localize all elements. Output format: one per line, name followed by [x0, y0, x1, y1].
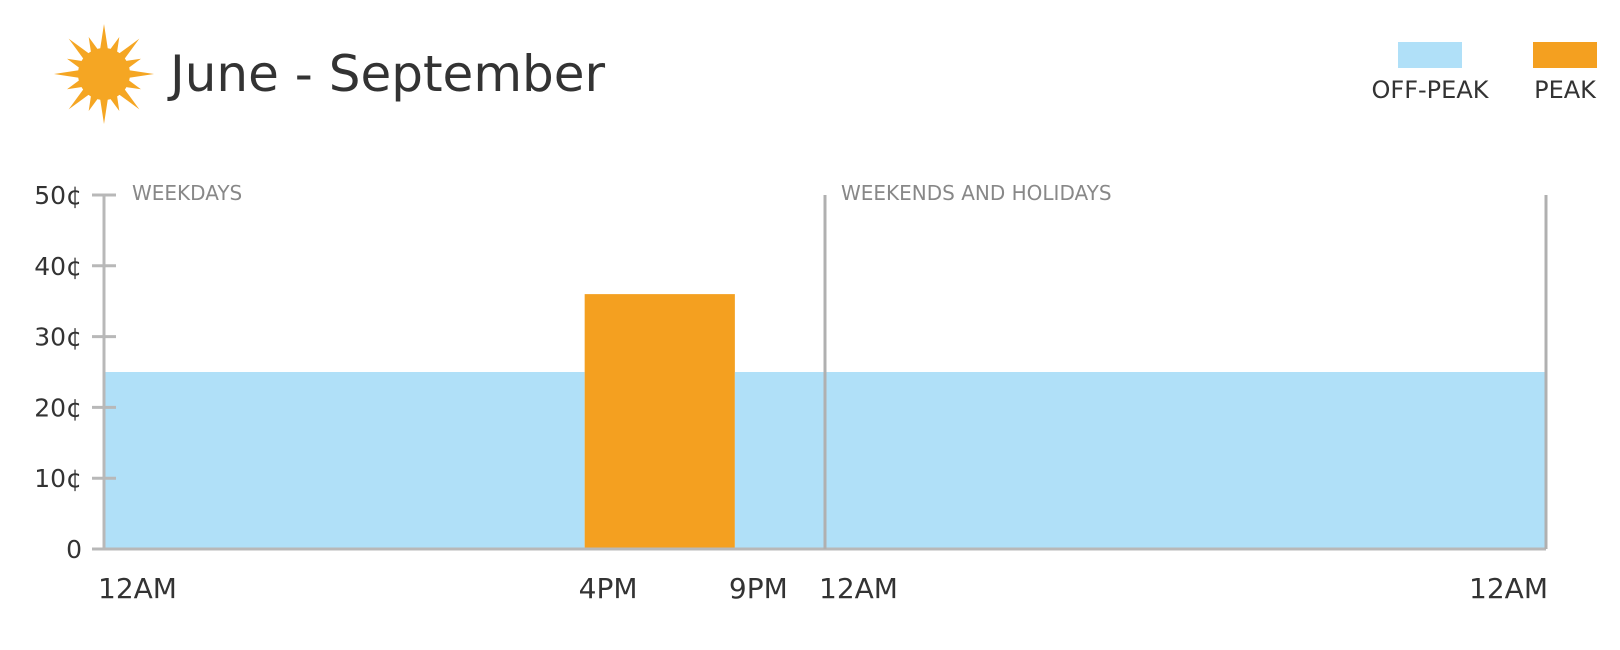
y-tick-label: 30¢ — [34, 323, 82, 352]
sun-ray — [68, 38, 91, 61]
sun-ray — [68, 87, 91, 110]
segment-peak — [584, 294, 735, 549]
sun-ray — [127, 69, 154, 79]
legend-item-peak: PEAK — [1520, 42, 1610, 104]
legend-swatch-peak — [1533, 42, 1597, 68]
segment-off-peak — [825, 372, 1546, 549]
y-tick-label: 0 — [66, 535, 82, 564]
legend-item-off-peak: OFF-PEAK — [1360, 42, 1500, 104]
y-tick-label: 50¢ — [34, 181, 82, 210]
segment-off-peak — [104, 372, 585, 549]
legend-label-peak: PEAK — [1534, 76, 1596, 104]
y-tick-label: 10¢ — [34, 464, 82, 493]
x-tick-label: 9PM — [729, 572, 788, 605]
sun-ray — [117, 87, 140, 110]
sun-ray — [117, 38, 140, 61]
sun-icon — [54, 24, 154, 124]
y-tick-label: 20¢ — [34, 393, 82, 422]
x-tick-label: 12AM — [1469, 572, 1548, 605]
legend-label-off-peak: OFF-PEAK — [1371, 76, 1489, 104]
segment-off-peak — [734, 372, 825, 549]
sun-ray — [99, 24, 109, 51]
sun-ray — [54, 69, 81, 79]
section-label: WEEKENDS AND HOLIDAYS — [841, 181, 1112, 205]
x-tick-label: 4PM — [579, 572, 638, 605]
sun-ray — [99, 97, 109, 124]
x-tick-label: 12AM — [98, 572, 177, 605]
x-tick-label: 12AM — [819, 572, 898, 605]
section-label: WEEKDAYS — [132, 181, 242, 205]
chart-title: June - September — [170, 45, 606, 103]
y-tick-label: 40¢ — [34, 252, 82, 281]
legend-swatch-off-peak — [1398, 42, 1462, 68]
